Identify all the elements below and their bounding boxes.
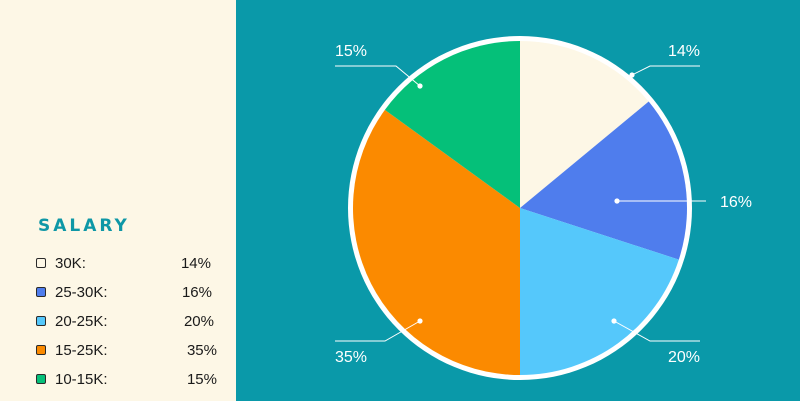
leader-dot <box>417 83 423 89</box>
legend-label: 10-15K: <box>55 371 108 388</box>
data-label: 15% <box>335 43 367 60</box>
leader-dot <box>614 198 620 204</box>
legend-percent: 14% <box>180 255 211 272</box>
pie-slice-15-25k <box>352 109 520 375</box>
legend-percent: 35% <box>186 342 217 359</box>
data-label: 14% <box>668 43 700 60</box>
legend-swatch <box>36 258 46 268</box>
leader-dot <box>417 318 423 324</box>
pie-slice-10-15k <box>384 40 520 208</box>
legend-label: 25-30K: <box>55 284 108 301</box>
legend-percent: 15% <box>186 371 217 388</box>
legend-swatch <box>36 345 46 355</box>
legend-item: 25-30K: 16% <box>34 283 219 303</box>
leader-dot <box>611 318 617 324</box>
leader-line <box>335 65 421 87</box>
pie-slice-25-30k <box>520 101 688 260</box>
legend-swatch <box>36 316 46 326</box>
data-label: 16% <box>720 194 752 211</box>
leader-line <box>613 320 700 342</box>
legend-panel <box>0 0 236 401</box>
legend-item: 10-15K: 15% <box>34 370 219 390</box>
legend-label: 15-25K: <box>55 342 108 359</box>
legend-percent: 20% <box>183 313 214 330</box>
legend-label: 20-25K: <box>55 313 108 330</box>
data-label: 20% <box>668 349 700 366</box>
leader-line <box>335 320 421 342</box>
legend-label: 30K: <box>55 255 86 272</box>
legend-item: 20-25K: 20% <box>34 312 219 332</box>
pie-slice-30k <box>520 41 649 208</box>
legend-item: 30K: 14% <box>34 254 219 274</box>
legend-title: SALARY <box>38 216 130 236</box>
legend-percent: 16% <box>181 284 212 301</box>
legend-swatch <box>36 374 46 384</box>
legend-item: 15-25K: 35% <box>34 341 219 361</box>
pie-slice-20-25k <box>520 208 679 375</box>
leader-line <box>631 65 700 76</box>
data-label: 35% <box>335 349 367 366</box>
leader-dot <box>629 72 635 78</box>
legend-swatch <box>36 287 46 297</box>
